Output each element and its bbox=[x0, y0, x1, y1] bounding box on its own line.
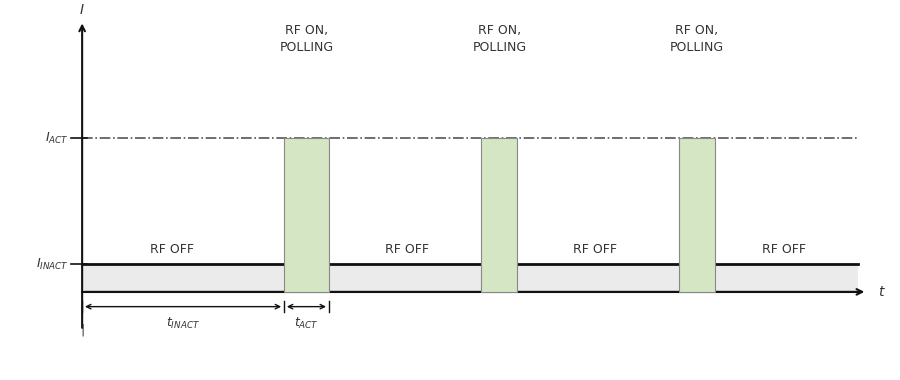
Text: $I_{INACT}$: $I_{INACT}$ bbox=[36, 256, 68, 272]
Text: I: I bbox=[80, 3, 85, 17]
Text: t: t bbox=[878, 285, 884, 299]
Text: RF OFF: RF OFF bbox=[761, 243, 806, 256]
Text: $t_{ACT}$: $t_{ACT}$ bbox=[294, 316, 319, 331]
Bar bbox=[679, 138, 715, 292]
Text: |: | bbox=[80, 323, 85, 336]
Text: RF ON,
POLLING: RF ON, POLLING bbox=[472, 24, 526, 54]
Text: $t_{INACT}$: $t_{INACT}$ bbox=[166, 316, 200, 331]
Text: RF OFF: RF OFF bbox=[150, 243, 194, 256]
Bar bbox=[284, 138, 328, 292]
Text: $I_{ACT}$: $I_{ACT}$ bbox=[45, 131, 68, 146]
Text: RF OFF: RF OFF bbox=[573, 243, 617, 256]
Text: RF ON,
POLLING: RF ON, POLLING bbox=[279, 24, 334, 54]
Bar bbox=[82, 264, 859, 292]
Text: RF ON,
POLLING: RF ON, POLLING bbox=[670, 24, 724, 54]
Text: RF OFF: RF OFF bbox=[385, 243, 429, 256]
Bar bbox=[482, 138, 517, 292]
